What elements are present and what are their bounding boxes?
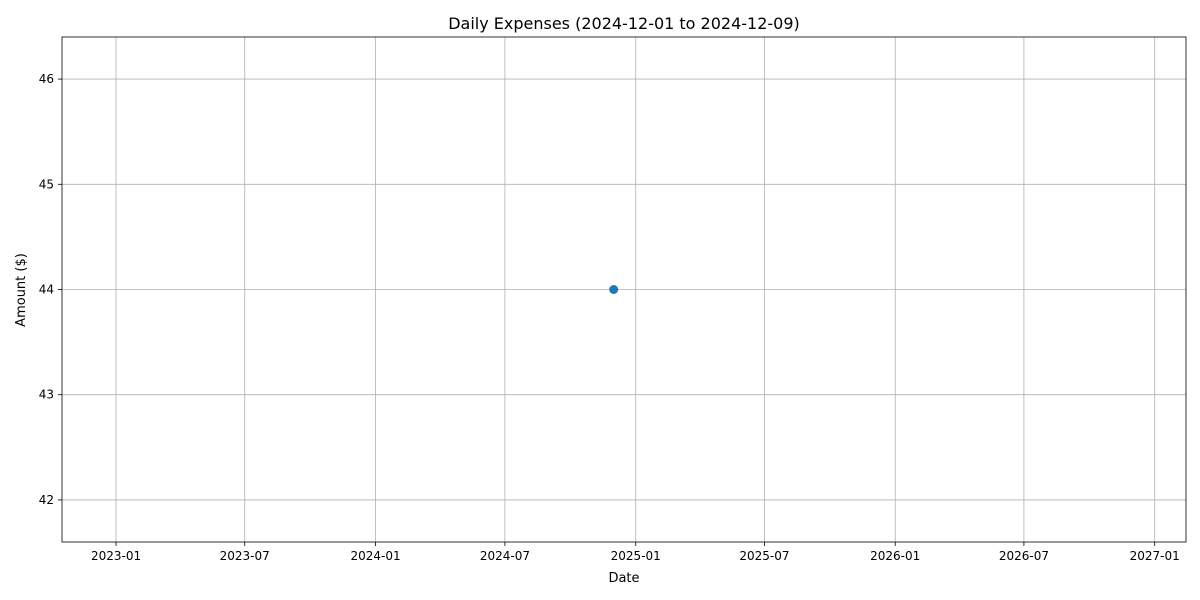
x-tick-label: 2025-07 bbox=[739, 549, 789, 563]
ticks-layer: 2023-01 2023-07 2024-01 2024-07 2025-01 2025-… bbox=[39, 72, 1180, 563]
x-tick-label: 2024-01 bbox=[350, 549, 400, 563]
y-tick-label: 46 bbox=[39, 72, 54, 86]
chart-title: Daily Expenses (2024-12-01 to 2024-12-09… bbox=[448, 14, 800, 33]
x-tick-label: 2024-07 bbox=[480, 549, 530, 563]
y-tick-label: 42 bbox=[39, 493, 54, 507]
x-tick-label: 2023-01 bbox=[91, 549, 141, 563]
series-layer bbox=[609, 285, 619, 294]
x-tick-label: 2023-07 bbox=[220, 549, 270, 563]
x-tick-label: 2026-07 bbox=[999, 549, 1049, 563]
x-tick-label: 2025-01 bbox=[611, 549, 661, 563]
data-point bbox=[609, 285, 619, 294]
y-tick-label: 45 bbox=[39, 177, 54, 191]
y-tick-label: 44 bbox=[39, 283, 54, 297]
x-axis-label: Date bbox=[608, 571, 639, 586]
x-tick-label: 2026-01 bbox=[870, 549, 920, 563]
x-tick-label: 2027-01 bbox=[1130, 549, 1180, 563]
grid-layer bbox=[62, 37, 1186, 542]
y-tick-label: 43 bbox=[39, 388, 54, 402]
y-axis-label: Amount ($) bbox=[14, 253, 29, 327]
